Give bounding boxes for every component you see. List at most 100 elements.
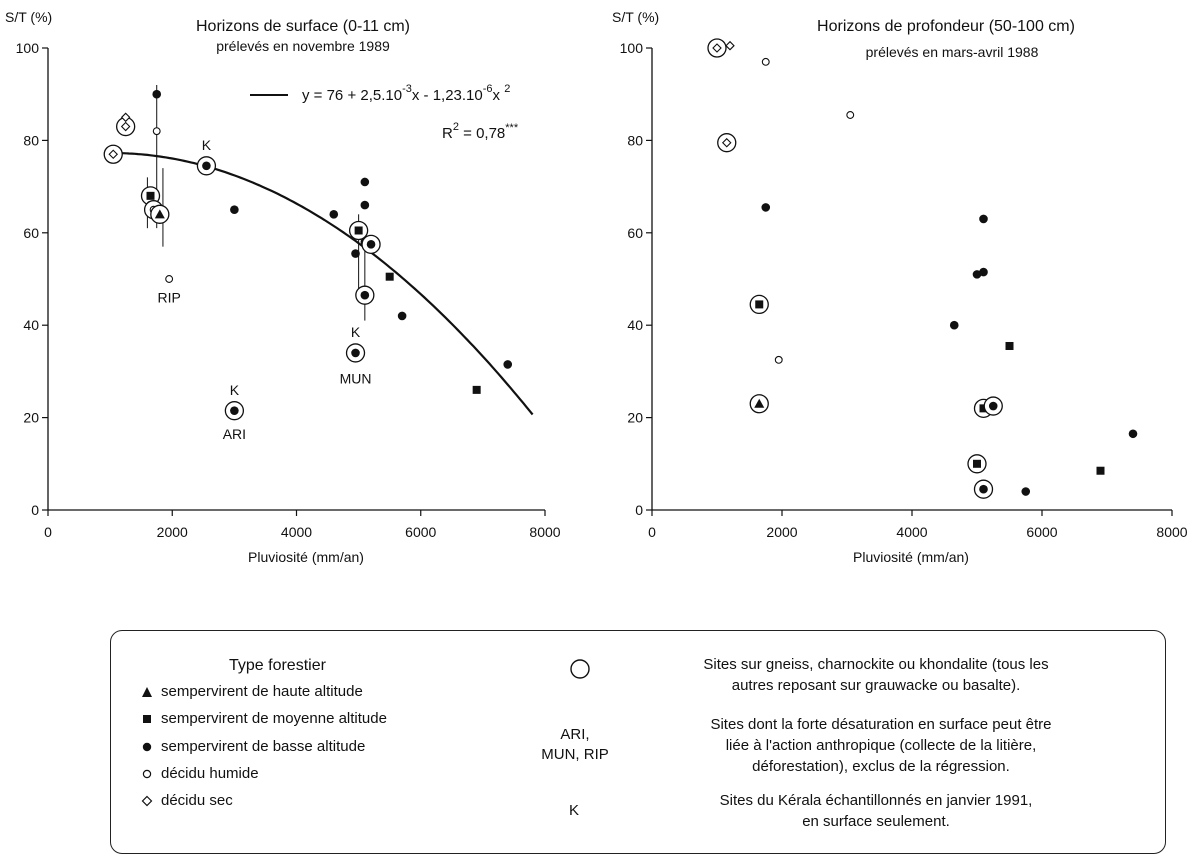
y-tick-label: 40 <box>627 317 643 333</box>
figure: 0 2000 4000 6000 8000 0 20 40 60 80 100 K RIP K ARI K MU… <box>5 9 1188 565</box>
point-open-circle <box>165 275 174 283</box>
point-annotation: K <box>230 382 240 398</box>
chart-surface-xlabel: Pluviosité (mm/an) <box>248 549 364 565</box>
point-filled-circle <box>503 360 513 369</box>
diamond-marker-icon <box>141 795 153 807</box>
chart-surface-r2: R2 = 0,78*** <box>442 121 519 142</box>
note-gneiss-line1: Sites sur gneiss, charnockite ou khondal… <box>703 656 1049 673</box>
y-tick-label: 60 <box>23 225 39 241</box>
point-annotation: ARI <box>223 426 246 442</box>
x-tick-label: 6000 <box>405 524 436 540</box>
triangle-marker-icon <box>142 687 152 697</box>
legend-item-haute: sempervirent de haute altitude <box>161 683 363 700</box>
y-tick-label: 80 <box>23 132 39 148</box>
legend-item-basse: sempervirent de basse altitude <box>161 738 366 755</box>
x-tick-label: 4000 <box>281 524 312 540</box>
note-kerala-line2: en surface seulement. <box>802 813 950 830</box>
chart-surface-equation: y = 76 + 2,5.10-3x - 1,23.10-6x 2 <box>302 83 510 104</box>
y-tick-label: 80 <box>627 132 643 148</box>
point-filled-circle <box>949 320 959 330</box>
x-tick-label: 6000 <box>1026 524 1057 540</box>
x-tick-label: 2000 <box>157 524 188 540</box>
note-anthropic-line2: liée à l'action anthropique (collecte de… <box>725 737 1037 754</box>
point-filled-circle <box>972 270 982 279</box>
point-filled-circle <box>366 240 376 249</box>
point-square <box>979 404 988 413</box>
point-filled-circle <box>988 401 998 411</box>
point-diamond <box>712 43 722 53</box>
x-tick-label: 8000 <box>1156 524 1187 540</box>
note-key-k: K <box>569 802 580 819</box>
point-annotation: K <box>202 137 212 153</box>
point-open-circle <box>761 57 770 66</box>
legend-title: Type forestier <box>229 657 326 674</box>
note-anthropic-line3: déforestation), exclus de la régression. <box>752 758 1010 775</box>
chart-deep-subtitle: prélevés en mars-avril 1988 <box>866 44 1039 60</box>
note-gneiss-line2: autres reposant sur grauwacke ou basalte… <box>731 677 1021 694</box>
note-key-ari: ARI, <box>560 726 590 743</box>
point-open-circle <box>152 127 161 136</box>
chart-surface-subtitle: prélevés en novembre 1989 <box>216 38 390 54</box>
point-filled-circle <box>397 311 407 321</box>
note-anthropic-line1: Sites dont la forte désaturation en surf… <box>710 716 1052 733</box>
point-diamond <box>120 121 131 132</box>
point-square <box>385 272 394 281</box>
x-tick-label: 8000 <box>529 524 560 540</box>
y-tick-label: 0 <box>635 502 643 518</box>
chart-surface-title: Horizons de surface (0-11 cm) <box>196 18 410 35</box>
point-square <box>1005 341 1014 350</box>
y-tick-label: 20 <box>23 410 39 426</box>
point-triangle <box>154 209 165 219</box>
point-filled-circle <box>360 200 370 210</box>
point-triangle <box>754 398 765 408</box>
point-filled-circle <box>360 177 370 187</box>
point-filled-circle <box>230 205 239 214</box>
chart-deep-xlabel: Pluviosité (mm/an) <box>853 549 969 565</box>
y-tick-label: 60 <box>627 225 643 241</box>
point-filled-circle <box>979 484 988 494</box>
point-filled-circle <box>1128 429 1138 439</box>
point-open-circle <box>774 355 783 364</box>
point-open-circle <box>846 111 855 119</box>
point-annotation: K <box>351 324 361 340</box>
regression-curve <box>110 151 534 416</box>
chart-surface-ylabel: S/T (%) <box>5 9 52 25</box>
point-filled-circle <box>351 249 360 258</box>
point-filled-circle <box>202 161 211 171</box>
point-filled-circle <box>230 406 239 415</box>
chart-deep-title: Horizons de profondeur (50-100 cm) <box>817 18 1075 35</box>
point-square <box>472 385 481 394</box>
point-filled-circle <box>979 267 988 277</box>
x-tick-label: 4000 <box>896 524 927 540</box>
point-filled-circle <box>329 210 339 219</box>
point-annotation: RIP <box>157 289 180 305</box>
point-square <box>354 226 363 235</box>
legend-item-decidu-sec: décidu sec <box>161 792 233 809</box>
point-diamond <box>725 40 735 51</box>
point-filled-circle <box>979 214 988 224</box>
legend-item-moyenne: sempervirent de moyenne altitude <box>161 710 387 727</box>
point-square <box>755 300 764 309</box>
point-square <box>973 459 981 468</box>
point-diamond <box>120 112 131 123</box>
x-tick-label: 2000 <box>766 524 797 540</box>
point-filled-circle <box>1021 487 1031 496</box>
filled-circle-marker-icon <box>142 742 152 752</box>
point-filled-circle <box>360 290 370 300</box>
y-tick-label: 100 <box>620 40 644 56</box>
chart-surface-horizons: 0 2000 4000 6000 8000 0 20 40 60 80 100 K RIP K ARI K MU… <box>16 40 561 540</box>
large-circle-icon <box>570 659 590 679</box>
legend-item-decidu-humide: décidu humide <box>161 765 259 782</box>
y-tick-label: 20 <box>627 410 643 426</box>
legend-box: Type forestier sempervirent de haute alt… <box>110 630 1166 854</box>
chart-deep-horizons: 0 2000 4000 6000 8000 0 20 40 60 80 100 <box>620 38 1188 540</box>
y-tick-label: 0 <box>31 502 39 518</box>
point-filled-circle <box>351 348 360 358</box>
note-key-mun-rip: MUN, RIP <box>541 746 609 763</box>
x-tick-label: 0 <box>44 524 52 540</box>
y-tick-label: 100 <box>16 40 40 56</box>
point-annotation: MUN <box>340 370 372 386</box>
point-square <box>1096 466 1105 475</box>
point-diamond <box>108 149 119 160</box>
y-tick-label: 40 <box>23 317 39 333</box>
